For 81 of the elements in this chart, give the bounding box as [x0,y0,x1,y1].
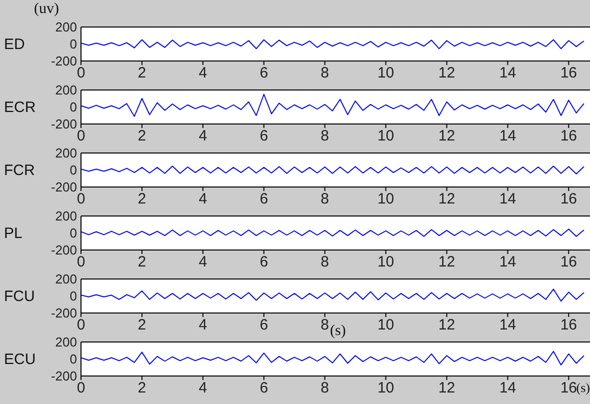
y-tick-label: 0 [70,36,77,52]
x-tick-label: 6 [260,380,268,397]
x-tick-label: 10 [377,380,394,397]
x-axis-title: (s) [576,380,590,396]
x-tick-label: 4 [198,64,208,82]
y-tick-label: 200 [55,272,77,287]
x-tick-label: 14 [499,316,516,334]
y-tick-label: 0 [70,352,77,367]
x-tick-label: 8 [320,380,330,397]
line-series [81,94,584,117]
x-tick-label: 16 [560,190,578,208]
x-tick-label: 2 [138,128,146,145]
line-series [81,228,584,237]
y-tick-label: 200 [55,146,77,161]
y-tick-label: 200 [55,82,77,98]
line-series [81,288,584,302]
x-tick-label: 12 [438,380,456,397]
y-axis-title: ECU [4,351,36,368]
x-tick-label: 16 [560,64,578,82]
x-tick-label: 10 [377,316,394,334]
x-tick-label: 4 [198,316,208,334]
x-tick-label: 8 [320,316,330,334]
text: (s) [330,323,346,340]
x-tick-label: 8 [320,190,330,208]
x-tick-label: 12 [438,316,456,334]
x-tick-label: 10 [377,128,394,145]
x-tick-label: 2 [138,64,146,82]
x-tick-label: 6 [260,254,268,271]
x-tick-label: 16 [560,128,578,145]
y-tick-label: 0 [70,288,77,304]
y-tick-label: 200 [55,208,77,224]
y-axis-title: PL [4,225,22,242]
x-tick-label: 4 [198,380,208,397]
x-tick-label: 8 [320,64,330,82]
y-axis-title: FCU [4,288,35,305]
line-series [81,39,584,50]
x-tick-label: 2 [138,190,146,208]
x-tick-label: 14 [499,64,516,82]
y-tick-label: 200 [55,334,77,350]
x-tick-label: 10 [377,254,394,271]
x-tick-label: 10 [377,190,394,208]
x-tick-label: 2 [138,316,146,334]
y-axis-title: FCR [4,162,35,179]
x-tick-label: 16 [560,380,578,397]
x-tick-label: 16 [560,316,578,334]
x-tick-label: 8 [320,128,330,145]
y-tick-label: -200 [50,368,77,384]
y-tick-label: 200 [55,20,77,35]
x-tick-label: 6 [260,64,268,82]
x-tick-label: 2 [138,254,146,271]
y-tick-label: -200 [50,116,77,132]
x-tick-label: 14 [499,254,516,271]
y-tick-label: -200 [50,54,77,69]
x-tick-label: 4 [198,190,208,208]
x-tick-label: 4 [198,254,208,271]
x-tick-label: 6 [260,190,268,208]
x-tick-label: 8 [320,254,330,271]
x-tick-label: 12 [438,254,456,271]
x-tick-label: 12 [438,64,456,82]
y-tick-label: -200 [50,306,77,321]
line-series [81,350,584,366]
x-tick-label: 14 [499,190,516,208]
x-tick-label: 14 [499,380,516,397]
x-tick-label: 4 [198,128,208,145]
y-tick-label: 0 [70,226,77,241]
x-tick-label: 2 [138,380,146,397]
x-tick-label: 16 [560,254,578,271]
x-tick-label: 12 [438,128,456,145]
x-tick-label: 14 [499,128,516,145]
y-tick-label: 0 [70,162,77,178]
x-tick-label: 6 [260,316,268,334]
x-tick-label: 12 [438,190,456,208]
y-tick-label: 0 [70,100,77,115]
line-series [81,166,584,174]
text: (uv) [34,1,59,18]
x-tick-label: 10 [377,64,394,82]
y-tick-label: -200 [50,180,77,195]
x-tick-label: 6 [260,128,268,145]
y-axis-title: ED [4,36,25,53]
y-axis-title: ECR [4,99,36,116]
y-tick-label: -200 [50,242,77,258]
